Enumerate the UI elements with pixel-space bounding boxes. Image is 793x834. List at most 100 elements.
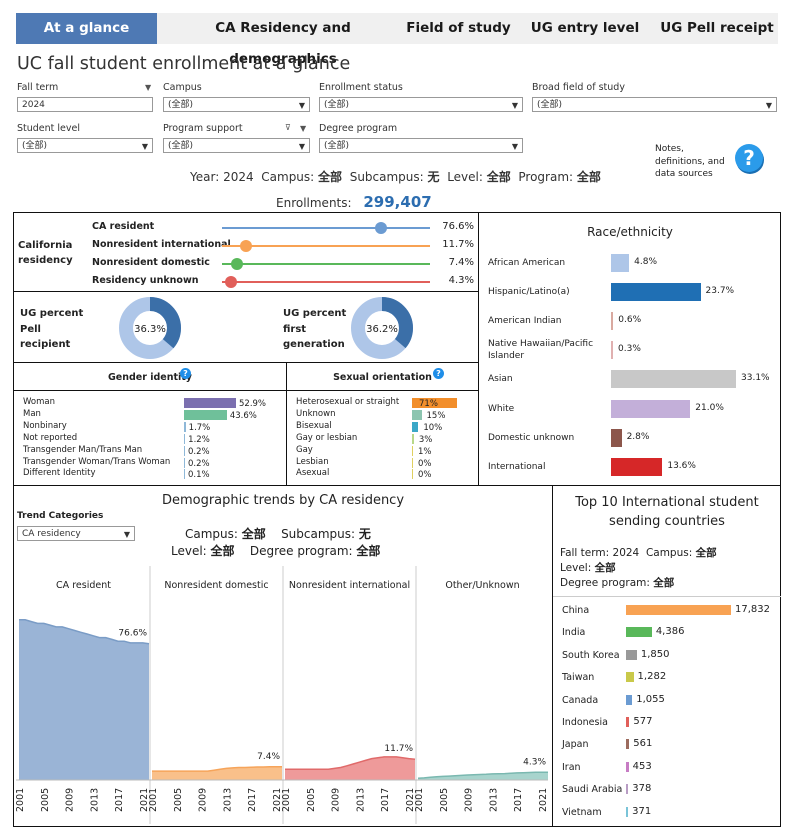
program-support-menu-icon[interactable]: ▼ xyxy=(300,124,307,133)
tab-ca-residency[interactable]: CA Residency and demographics xyxy=(215,20,351,67)
broad-field-select[interactable]: (全部) ▼ xyxy=(532,97,777,112)
sexual-help-icon[interactable]: ? xyxy=(433,368,444,379)
help-question-icon[interactable]: ? xyxy=(735,144,763,172)
degree-program-select[interactable]: (全部) ▼ xyxy=(319,138,523,153)
tab-field-of-study[interactable]: Field of study xyxy=(406,20,511,36)
filter-icon[interactable]: ⊽ xyxy=(285,123,291,132)
trend-year-tick: 2009 xyxy=(464,788,475,812)
race-value: 0.3% xyxy=(618,344,641,355)
tab-ug-pell-receipt[interactable]: UG Pell receipt xyxy=(660,20,774,36)
enrollment-status-select[interactable]: (全部) ▼ xyxy=(319,97,523,112)
residency-panel xyxy=(13,212,479,292)
trend-year-tick: 2001 xyxy=(414,788,425,812)
gender-value: 0.2% xyxy=(188,446,210,457)
sexual-label: Asexual xyxy=(296,468,330,479)
intl-value: 4,386 xyxy=(655,626,685,638)
tab-ug-entry-level[interactable]: UG entry level xyxy=(530,20,640,36)
intl-bar xyxy=(626,672,634,683)
trend-panel-title: CA resident xyxy=(56,580,111,591)
tab-at-a-glance[interactable]: At a glance xyxy=(16,13,157,44)
sexual-bar xyxy=(412,398,457,408)
student-level-select[interactable]: (全部) ▼ xyxy=(17,138,153,153)
program-support-label: Program support xyxy=(163,123,243,134)
residency-dot[interactable] xyxy=(224,276,237,288)
campus-summary-label: Campus: xyxy=(261,170,315,184)
intl-bar xyxy=(626,784,629,795)
fall-term-value: 2024 xyxy=(22,100,45,110)
trends-program-label: Degree program: xyxy=(249,544,353,558)
enrollments-value: 299,407 xyxy=(363,193,432,211)
program-value: 全部 xyxy=(576,170,601,184)
sexual-value: 10% xyxy=(423,422,443,433)
gender-label: Man xyxy=(23,408,41,419)
tab-bar: At a glance CA Residency and demographic… xyxy=(16,13,778,67)
sexual-bar xyxy=(412,469,413,480)
pell-donut-value: 36.3% xyxy=(134,324,166,335)
gender-bar xyxy=(184,421,186,432)
trend-year-tick: 2005 xyxy=(306,788,317,812)
race-value: 0.6% xyxy=(618,315,642,326)
chevron-down-icon: ▼ xyxy=(511,101,518,110)
intl-country-label: Saudi Arabia xyxy=(562,784,623,796)
summary-line: Year: 2024 Campus: 全部 Subcampus: 无 Level… xyxy=(190,168,601,185)
trend-year-tick: 2013 xyxy=(488,788,499,812)
gender-label: Different Identity xyxy=(23,468,96,479)
residency-value: 76.6% xyxy=(442,221,474,232)
residency-line xyxy=(222,281,430,283)
trends-subcampus-label: Subcampus: xyxy=(281,527,356,541)
gender-bar xyxy=(184,409,227,420)
intl-country-label: Vietnam xyxy=(562,806,602,818)
intl-program-label: Degree program: xyxy=(560,577,650,589)
trends-program-value: 全部 xyxy=(356,544,381,558)
firstgen-donut: 36.2% xyxy=(351,297,413,359)
trend-area xyxy=(285,756,415,780)
gender-title-text: Gender identity xyxy=(107,372,193,383)
firstgen-donut-arc xyxy=(351,297,413,359)
residency-dot[interactable] xyxy=(231,258,244,270)
trend-category-value: CA residency xyxy=(22,529,81,539)
degree-program-label: Degree program xyxy=(319,123,398,134)
sexual-bar xyxy=(412,421,419,432)
sexual-title: Sexual orientation xyxy=(287,372,478,383)
residency-dot[interactable] xyxy=(240,240,253,252)
residency-line xyxy=(222,263,430,265)
intl-country-label: China xyxy=(562,605,590,616)
chevron-down-icon: ▼ xyxy=(123,530,130,539)
enrollment-status-label: Enrollment status xyxy=(319,82,403,93)
intl-program-value: 全部 xyxy=(653,577,675,589)
level-label: Level: xyxy=(447,170,483,184)
intl-value: 371 xyxy=(632,805,652,817)
trend-area xyxy=(152,766,282,780)
fall-term-select[interactable]: 2024 xyxy=(17,97,153,112)
gender-value: 52.9% xyxy=(239,399,267,409)
gender-help-icon[interactable]: ? xyxy=(180,368,191,379)
sexual-divider xyxy=(287,390,478,391)
trend-end-label: 4.3% xyxy=(523,757,546,767)
intl-level-label: Level: xyxy=(560,562,592,574)
trend-year-tick: 2009 xyxy=(198,788,209,812)
trends-campus-line: Campus: 全部 Subcampus: 无 xyxy=(185,525,371,542)
trend-category-select[interactable]: CA residency ▼ xyxy=(17,526,135,541)
notes-label[interactable]: Notes, definitions, and data sources xyxy=(655,144,725,179)
trend-year-tick: 2017 xyxy=(247,788,258,812)
campus-select[interactable]: (全部) ▼ xyxy=(163,97,310,112)
trend-year-tick: 2013 xyxy=(355,788,366,812)
race-bar xyxy=(611,428,622,447)
race-bar xyxy=(611,312,614,331)
trend-line xyxy=(285,756,416,771)
fall-term-menu-icon[interactable]: ▼ xyxy=(145,83,152,92)
fall-term-label: Fall term xyxy=(17,82,59,93)
residency-label: Residency unknown xyxy=(92,275,199,286)
trend-year-tick: 2021 xyxy=(538,788,549,812)
sexual-value: 0% xyxy=(418,470,432,481)
trend-panel-title: Nonresident international xyxy=(289,580,410,591)
sexual-bar xyxy=(412,445,413,456)
program-support-select[interactable]: (全部) ▼ xyxy=(163,138,310,153)
residency-line xyxy=(222,245,430,247)
race-bar xyxy=(611,254,630,272)
gender-value: 1.7% xyxy=(188,422,211,433)
race-label: Domestic unknown xyxy=(488,432,575,443)
residency-dot[interactable] xyxy=(375,222,388,234)
trends-level-label: Level: xyxy=(171,544,207,558)
residency-label: CA resident xyxy=(92,221,155,232)
